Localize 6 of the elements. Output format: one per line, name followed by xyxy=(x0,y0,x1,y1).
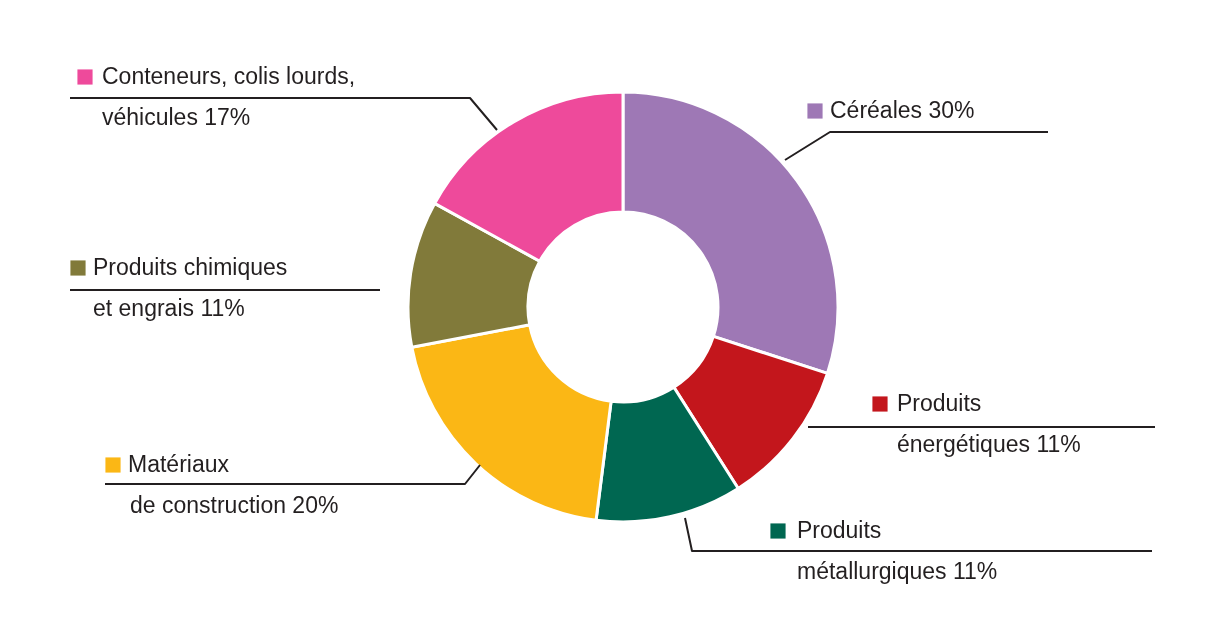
legend-label: Matériaux de construction 20% xyxy=(128,451,339,518)
legend-label: Conteneurs, colis lourds, véhicules 17% xyxy=(102,63,356,130)
legend-label: Produits énergétiques 11% xyxy=(897,390,1081,457)
legend-label: Produits chimiques et engrais 11% xyxy=(93,254,288,321)
legend-label: Céréales 30% xyxy=(830,97,975,123)
legend-label: Produits métallurgiques 11% xyxy=(797,517,998,584)
